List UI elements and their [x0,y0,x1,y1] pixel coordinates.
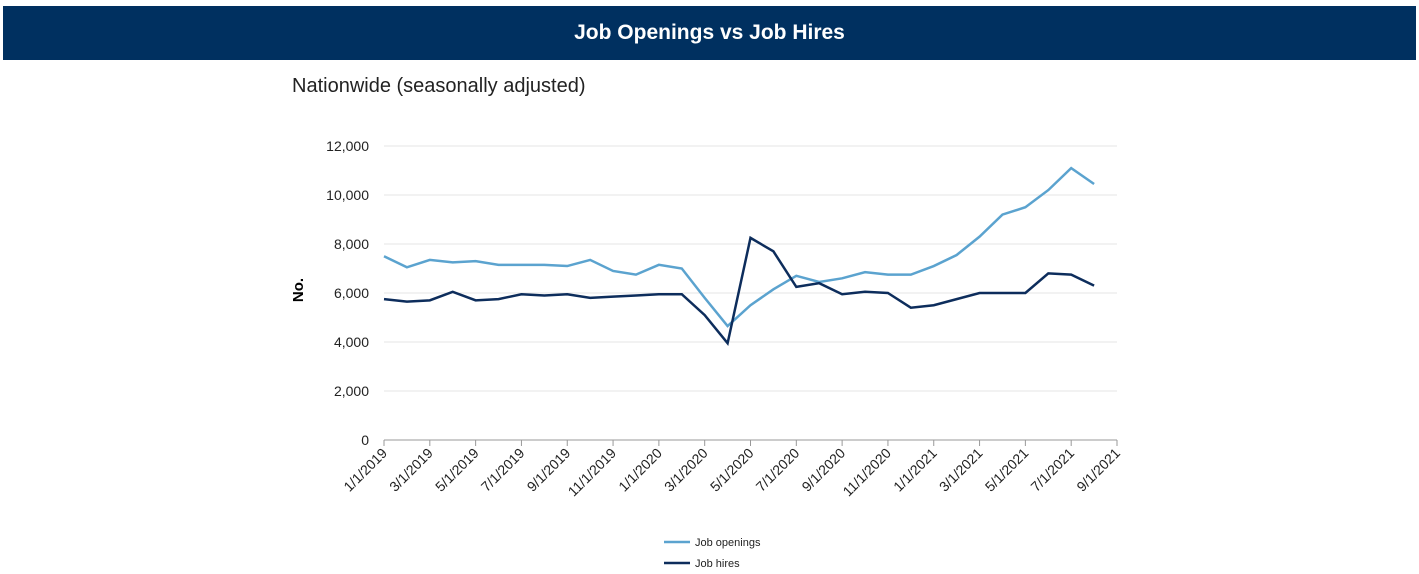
x-tick-label: 5/1/2021 [982,445,1032,495]
x-tick-label: 5/1/2019 [432,445,482,495]
x-tick-label: 7/1/2021 [1027,445,1077,495]
y-tick-label: 8,000 [334,236,369,252]
x-tick-label: 1/1/2019 [340,445,390,495]
y-tick-label: 12,000 [326,138,369,154]
x-tick-label: 11/1/2019 [565,445,620,500]
x-tick-label: 11/1/2020 [839,445,894,500]
y-tick-label: 4,000 [334,334,369,350]
x-tick-label: 3/1/2019 [386,445,436,495]
legend-label: Job hires [695,558,740,570]
y-axis-label: No. [290,278,307,302]
x-tick-label: 3/1/2020 [661,445,711,495]
header-title: Job Openings vs Job Hires [3,6,1416,60]
series-line [383,166,1095,328]
x-tick-label: 1/1/2021 [890,445,940,495]
x-tick-label: 7/1/2019 [478,445,528,495]
chart-subtitle: Nationwide (seasonally adjusted) [292,75,586,97]
x-tick-label: 3/1/2021 [936,445,986,495]
x-tick-label: 7/1/2020 [753,445,803,495]
y-tick-label: 2,000 [334,383,369,399]
legend-label: Job openings [695,537,761,549]
y-tick-label: 0 [361,432,369,448]
series-line [383,235,1095,347]
x-tick-label: 1/1/2020 [615,445,665,495]
y-tick-label: 6,000 [334,285,369,301]
y-tick-label: 10,000 [326,187,369,203]
x-tick-label: 5/1/2020 [707,445,757,495]
x-tick-label: 9/1/2021 [1073,445,1123,495]
